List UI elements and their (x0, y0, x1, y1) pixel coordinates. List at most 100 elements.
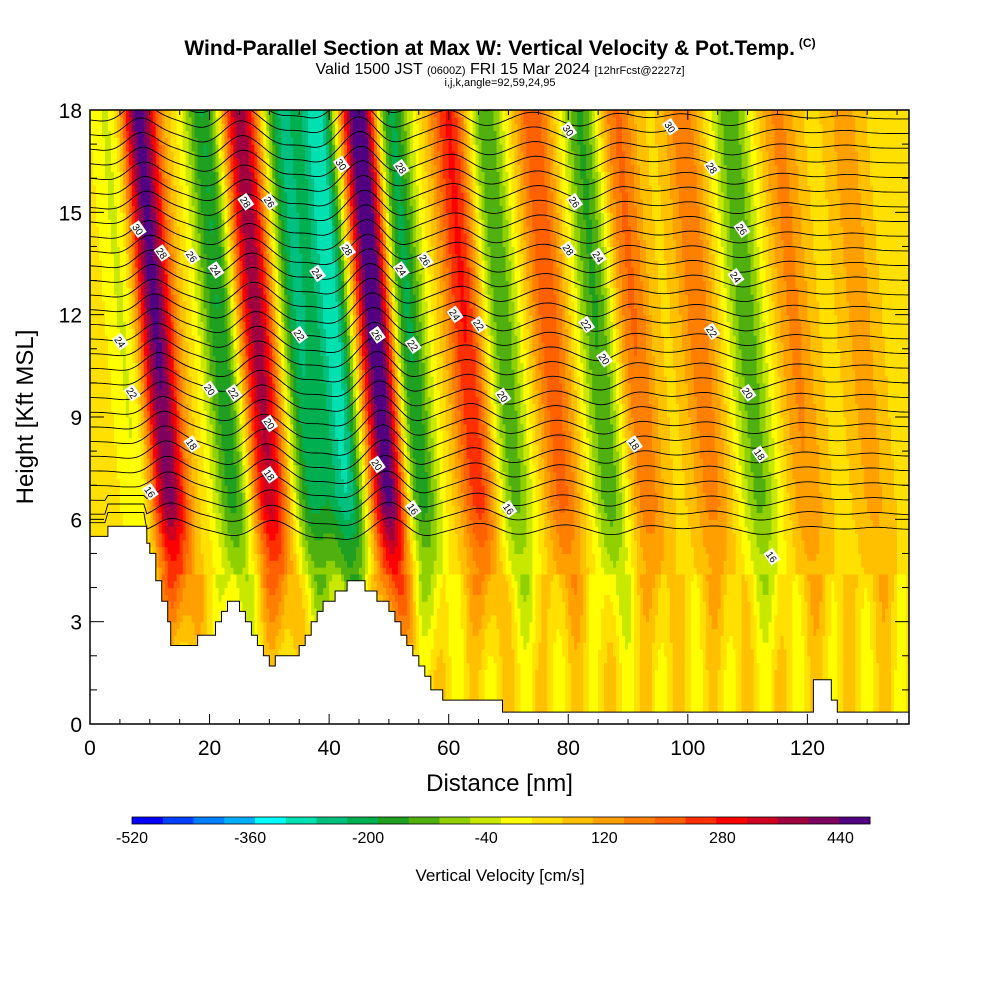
velocity-cell (197, 601, 202, 609)
velocity-cell (227, 307, 232, 316)
velocity-cell (104, 280, 109, 288)
velocity-cell (113, 396, 118, 404)
velocity-cell (209, 369, 214, 377)
velocity-cell (179, 369, 184, 377)
velocity-cell (206, 457, 211, 466)
velocity-cell (170, 519, 175, 527)
velocity-cell (179, 314, 184, 323)
velocity-cell (140, 362, 145, 370)
velocity-cell (113, 348, 118, 357)
velocity-cell (92, 294, 97, 302)
velocity-cell (140, 376, 145, 384)
velocity-cell (224, 505, 229, 514)
velocity-cell (212, 553, 217, 561)
velocity-cell (194, 191, 199, 200)
velocity-cell (221, 246, 226, 254)
velocity-cell (113, 164, 118, 172)
velocity-cell (128, 232, 133, 241)
velocity-cell (224, 382, 229, 391)
velocity-cell (194, 560, 199, 568)
velocity-cell (137, 239, 142, 248)
velocity-cell (155, 232, 160, 241)
velocity-cell (92, 430, 97, 439)
velocity-cell (107, 369, 112, 377)
velocity-cell (182, 608, 187, 616)
velocity-cell (113, 260, 118, 268)
velocity-cell (158, 191, 163, 200)
velocity-cell (158, 498, 163, 507)
velocity-cell (227, 526, 232, 534)
velocity-cell (152, 266, 157, 275)
velocity-cell (215, 498, 220, 507)
velocity-cell (122, 519, 127, 527)
velocity-cell (185, 389, 190, 398)
title-text: Wind-Parallel Section at Max W: Vertical… (184, 37, 795, 60)
velocity-cell (110, 403, 115, 411)
velocity-cell (215, 171, 220, 179)
velocity-cell (212, 198, 217, 207)
velocity-cell (206, 492, 211, 500)
velocity-cell (161, 144, 166, 152)
velocity-cell (203, 519, 208, 527)
velocity-cell (170, 225, 175, 234)
velocity-cell (176, 219, 181, 227)
velocity-cell (185, 150, 190, 159)
velocity-cell (128, 471, 133, 479)
velocity-cell (155, 498, 160, 507)
velocity-cell (227, 492, 232, 500)
velocity-cell (203, 280, 208, 288)
velocity-cell (185, 587, 190, 595)
velocity-cell (209, 355, 214, 364)
velocity-cell (140, 382, 145, 391)
velocity-cell (95, 246, 100, 254)
velocity-cell (182, 389, 187, 398)
velocity-cell (185, 614, 190, 623)
velocity-cell (188, 341, 193, 350)
velocity-cell (176, 417, 181, 425)
velocity-cell (197, 110, 202, 118)
velocity-cell (173, 348, 178, 357)
velocity-cell (179, 150, 184, 159)
velocity-cell (122, 348, 127, 357)
velocity-cell (137, 110, 142, 118)
velocity-cell (146, 341, 151, 350)
velocity-cell (119, 464, 124, 473)
velocity-cell (221, 239, 226, 248)
velocity-cell (182, 594, 187, 602)
velocity-cell (215, 614, 220, 623)
velocity-cell (215, 110, 220, 118)
velocity-cell (98, 164, 103, 172)
velocity-cell (191, 614, 196, 623)
velocity-cell (200, 573, 205, 582)
velocity-cell (191, 362, 196, 370)
velocity-cell (98, 410, 103, 418)
velocity-cell (158, 110, 163, 118)
velocity-cell (134, 505, 139, 514)
velocity-cell (164, 314, 169, 323)
velocity-cell (104, 246, 109, 254)
velocity-cell (161, 382, 166, 391)
velocity-cell (188, 328, 193, 336)
velocity-cell (161, 294, 166, 302)
velocity-cell (197, 471, 202, 479)
velocity-cell (215, 485, 220, 493)
velocity-cell (212, 280, 217, 288)
velocity-cell (224, 437, 229, 445)
velocity-cell (200, 437, 205, 445)
velocity-cell (215, 232, 220, 241)
velocity-cell (164, 580, 169, 589)
velocity-cell (212, 116, 217, 125)
velocity-cell (209, 157, 214, 166)
velocity-cell (200, 492, 205, 500)
velocity-cell (176, 553, 181, 561)
velocity-cell (191, 178, 196, 186)
velocity-cell (224, 444, 229, 452)
velocity-cell (218, 457, 223, 466)
velocity-cell (215, 348, 220, 357)
velocity-cell (95, 164, 100, 172)
velocity-cell (212, 130, 217, 138)
velocity-cell (203, 546, 208, 555)
velocity-cell (224, 601, 229, 609)
velocity-cell (185, 635, 190, 643)
